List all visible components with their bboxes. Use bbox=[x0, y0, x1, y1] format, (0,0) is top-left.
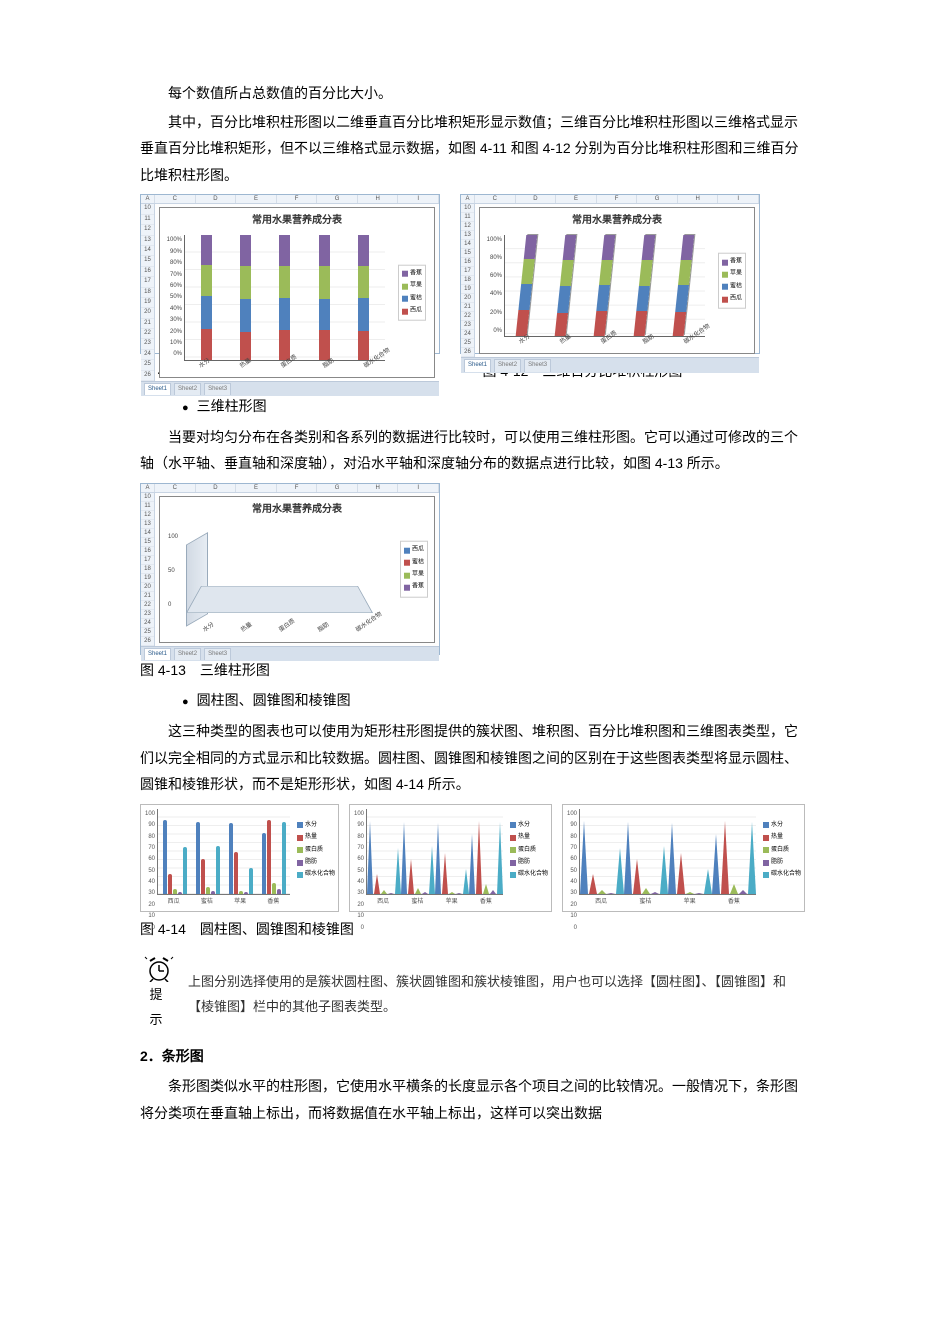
sheet-tabs: Sheet1 Sheet2 Sheet3 bbox=[141, 381, 439, 396]
tip-text: 上图分别选择使用的是簇状圆柱图、簇状圆锥图和簇状棱锥图，用户也可以选择【圆柱图】… bbox=[188, 970, 805, 1019]
corner-cell: A bbox=[141, 195, 155, 203]
chart-title: 常用水果营养成分表 bbox=[160, 208, 434, 233]
excel-row-nums: 1011121314151617181920212223242526 bbox=[461, 204, 475, 357]
sheet-tab[interactable]: Sheet2 bbox=[174, 383, 201, 395]
para-414: 这三种类型的图表也可以使用为矩形柱形图提供的簇状图、堆积图、百分比堆积图和三维图… bbox=[140, 718, 805, 798]
excel-row-nums: 1011121314151617181920212223242526 bbox=[141, 493, 155, 646]
excel-col-header: A C D E F G H I bbox=[461, 195, 759, 204]
chart-plot-area: 常用水果营养成分表 100500 苹果香蕉西瓜 水分热量蛋白质脂肪碳水化合物 西… bbox=[159, 496, 435, 643]
bar-stack bbox=[633, 235, 655, 336]
chart-legend: 西瓜蜜桔苹果香蕉 bbox=[400, 541, 428, 598]
x-axis: 西瓜蜜桔苹果香蕉 bbox=[366, 897, 503, 908]
bar-stack bbox=[201, 235, 212, 359]
bars-area bbox=[194, 536, 368, 612]
chart-row-411-412: A C D E F G H I 101112131415161718192021… bbox=[140, 194, 805, 354]
y-axis: 100500 bbox=[168, 532, 178, 612]
x-axis: 水分热量蛋白质脂肪碳水化合物 bbox=[160, 627, 379, 641]
chart3d-area: 100500 苹果香蕉西瓜 bbox=[166, 526, 428, 622]
para-bar-chart: 条形图类似水平的柱形图，它使用水平横条的长度显示各个项目之间的比较情况。一般情况… bbox=[140, 1073, 805, 1126]
caption-414: 图 4-14 圆柱图、圆锥图和棱锥图 bbox=[140, 916, 805, 943]
y-axis: 1009080706050403020100 bbox=[350, 805, 366, 911]
chart-412: A C D E F G H I 101112131415161718192021… bbox=[460, 194, 760, 354]
tip-label: 提 示 bbox=[140, 983, 178, 1032]
heading-bar-chart: 2．条形图 bbox=[140, 1043, 805, 1070]
chart-legend: 水分热量蛋白质脂肪碳水化合物 bbox=[510, 819, 548, 882]
bar-stack bbox=[279, 235, 290, 359]
bars-area bbox=[184, 235, 385, 360]
chart-plot-area: 常用水果营养成分表 100%90%80%70%60%50%40%30%20%10… bbox=[159, 207, 435, 378]
sheet-tab[interactable]: Sheet3 bbox=[204, 383, 231, 395]
tip-box: 提 示 上图分别选择使用的是簇状圆柱图、簇状圆锥图和簇状棱锥图，用户也可以选择【… bbox=[140, 956, 805, 1032]
bullet-text: 三维柱形图 bbox=[197, 393, 267, 420]
x-axis: 水分热量蛋白质脂肪碳水化合物 bbox=[160, 363, 389, 377]
y-axis: 1009080706050403020100 bbox=[563, 805, 579, 911]
corner-cell: A bbox=[461, 195, 475, 203]
sheet-tab[interactable]: Sheet2 bbox=[494, 359, 521, 371]
bars-area bbox=[366, 809, 503, 895]
bars-area bbox=[579, 809, 756, 895]
y-axis: 100%80%60%40%20%0% bbox=[484, 235, 504, 337]
bar-stack bbox=[594, 235, 616, 336]
bar-stack bbox=[516, 235, 538, 336]
excel-row-nums: 1011121314151617181920212223242526 bbox=[141, 204, 155, 381]
chart-413: A C D E F G H I 101112131415161718192021… bbox=[140, 483, 440, 655]
para-411-412: 其中，百分比堆积柱形图以二维垂直百分比堆积矩形显示数值；三维百分比堆积柱形图以三… bbox=[140, 109, 805, 189]
bullet-icon: ● bbox=[182, 692, 189, 713]
bullet-3d-column: ● 三维柱形图 bbox=[140, 393, 805, 420]
bar-stack bbox=[319, 235, 330, 359]
chart-legend: 香蕉苹果蜜桔西瓜 bbox=[398, 264, 426, 321]
bars-area bbox=[157, 809, 290, 895]
chart-411: A C D E F G H I 101112131415161718192021… bbox=[140, 194, 440, 354]
chart-row-414: 1009080706050403020100 西瓜蜜桔苹果香蕉 水分热量蛋白质脂… bbox=[140, 804, 805, 912]
sheet-tab[interactable]: Sheet3 bbox=[524, 359, 551, 371]
chart-legend: 水分热量蛋白质脂肪碳水化合物 bbox=[297, 819, 335, 882]
bullet-text: 圆柱图、圆锥图和棱锥图 bbox=[197, 687, 351, 714]
tip-icon-col: 提 示 bbox=[140, 956, 178, 1032]
chart-legend: 香蕉苹果蜜桔西瓜 bbox=[718, 253, 746, 310]
bullet-cylinder-cone-pyramid: ● 圆柱图、圆锥图和棱锥图 bbox=[140, 687, 805, 714]
chart-title: 常用水果营养成分表 bbox=[160, 497, 434, 522]
excel-col-header: A C D E F G H I bbox=[141, 484, 439, 493]
sheet-tab[interactable]: Sheet1 bbox=[144, 383, 171, 395]
bar-stack bbox=[555, 235, 577, 336]
x-axis: 西瓜蜜桔苹果香蕉 bbox=[157, 897, 290, 908]
chart-title: 常用水果营养成分表 bbox=[480, 208, 754, 233]
excel-col-header: A C D E F G H I bbox=[141, 195, 439, 204]
chart-414-cone: 1009080706050403020100 西瓜蜜桔苹果香蕉 水分热量蛋白质脂… bbox=[349, 804, 552, 912]
para-intro: 每个数值所占总数值的百分比大小。 bbox=[140, 80, 805, 107]
corner-cell: A bbox=[141, 484, 155, 492]
y-axis: 1009080706050403020100 bbox=[141, 805, 157, 911]
bars-area bbox=[504, 235, 705, 337]
bar-stack bbox=[358, 235, 369, 359]
chart-plot-area: 常用水果营养成分表 100%80%60%40%20%0% 水分热量蛋白质脂肪碳水… bbox=[479, 207, 755, 354]
x-axis: 水分热量蛋白质脂肪碳水化合物 bbox=[480, 339, 709, 353]
alarm-clock-icon bbox=[144, 956, 174, 982]
sheet-tab[interactable]: Sheet1 bbox=[464, 359, 491, 371]
sheet-tab[interactable]: Sheet3 bbox=[204, 648, 231, 660]
sheet-tabs: Sheet1 Sheet2 Sheet3 bbox=[461, 357, 759, 372]
y-axis: 100%90%80%70%60%50%40%30%20%10%0% bbox=[164, 235, 184, 360]
bar-stack bbox=[673, 235, 695, 336]
bar-stack bbox=[240, 235, 251, 359]
para-413: 当要对均匀分布在各类别和各系列的数据进行比较时，可以使用三维柱形图。它可以通过可… bbox=[140, 424, 805, 477]
sheet-tabs: Sheet1 Sheet2 Sheet3 bbox=[141, 646, 439, 661]
chart-legend: 水分热量蛋白质脂肪碳水化合物 bbox=[763, 819, 801, 882]
x-axis: 西瓜蜜桔苹果香蕉 bbox=[579, 897, 756, 908]
chart-414-pyramid: 1009080706050403020100 西瓜蜜桔苹果香蕉 水分热量蛋白质脂… bbox=[562, 804, 805, 912]
bullet-icon: ● bbox=[182, 398, 189, 419]
sheet-tab[interactable]: Sheet1 bbox=[144, 648, 171, 660]
sheet-tab[interactable]: Sheet2 bbox=[174, 648, 201, 660]
chart-414-cylinder: 1009080706050403020100 西瓜蜜桔苹果香蕉 水分热量蛋白质脂… bbox=[140, 804, 339, 912]
